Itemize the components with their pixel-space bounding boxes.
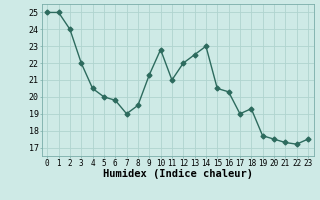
X-axis label: Humidex (Indice chaleur): Humidex (Indice chaleur) [103,169,252,179]
